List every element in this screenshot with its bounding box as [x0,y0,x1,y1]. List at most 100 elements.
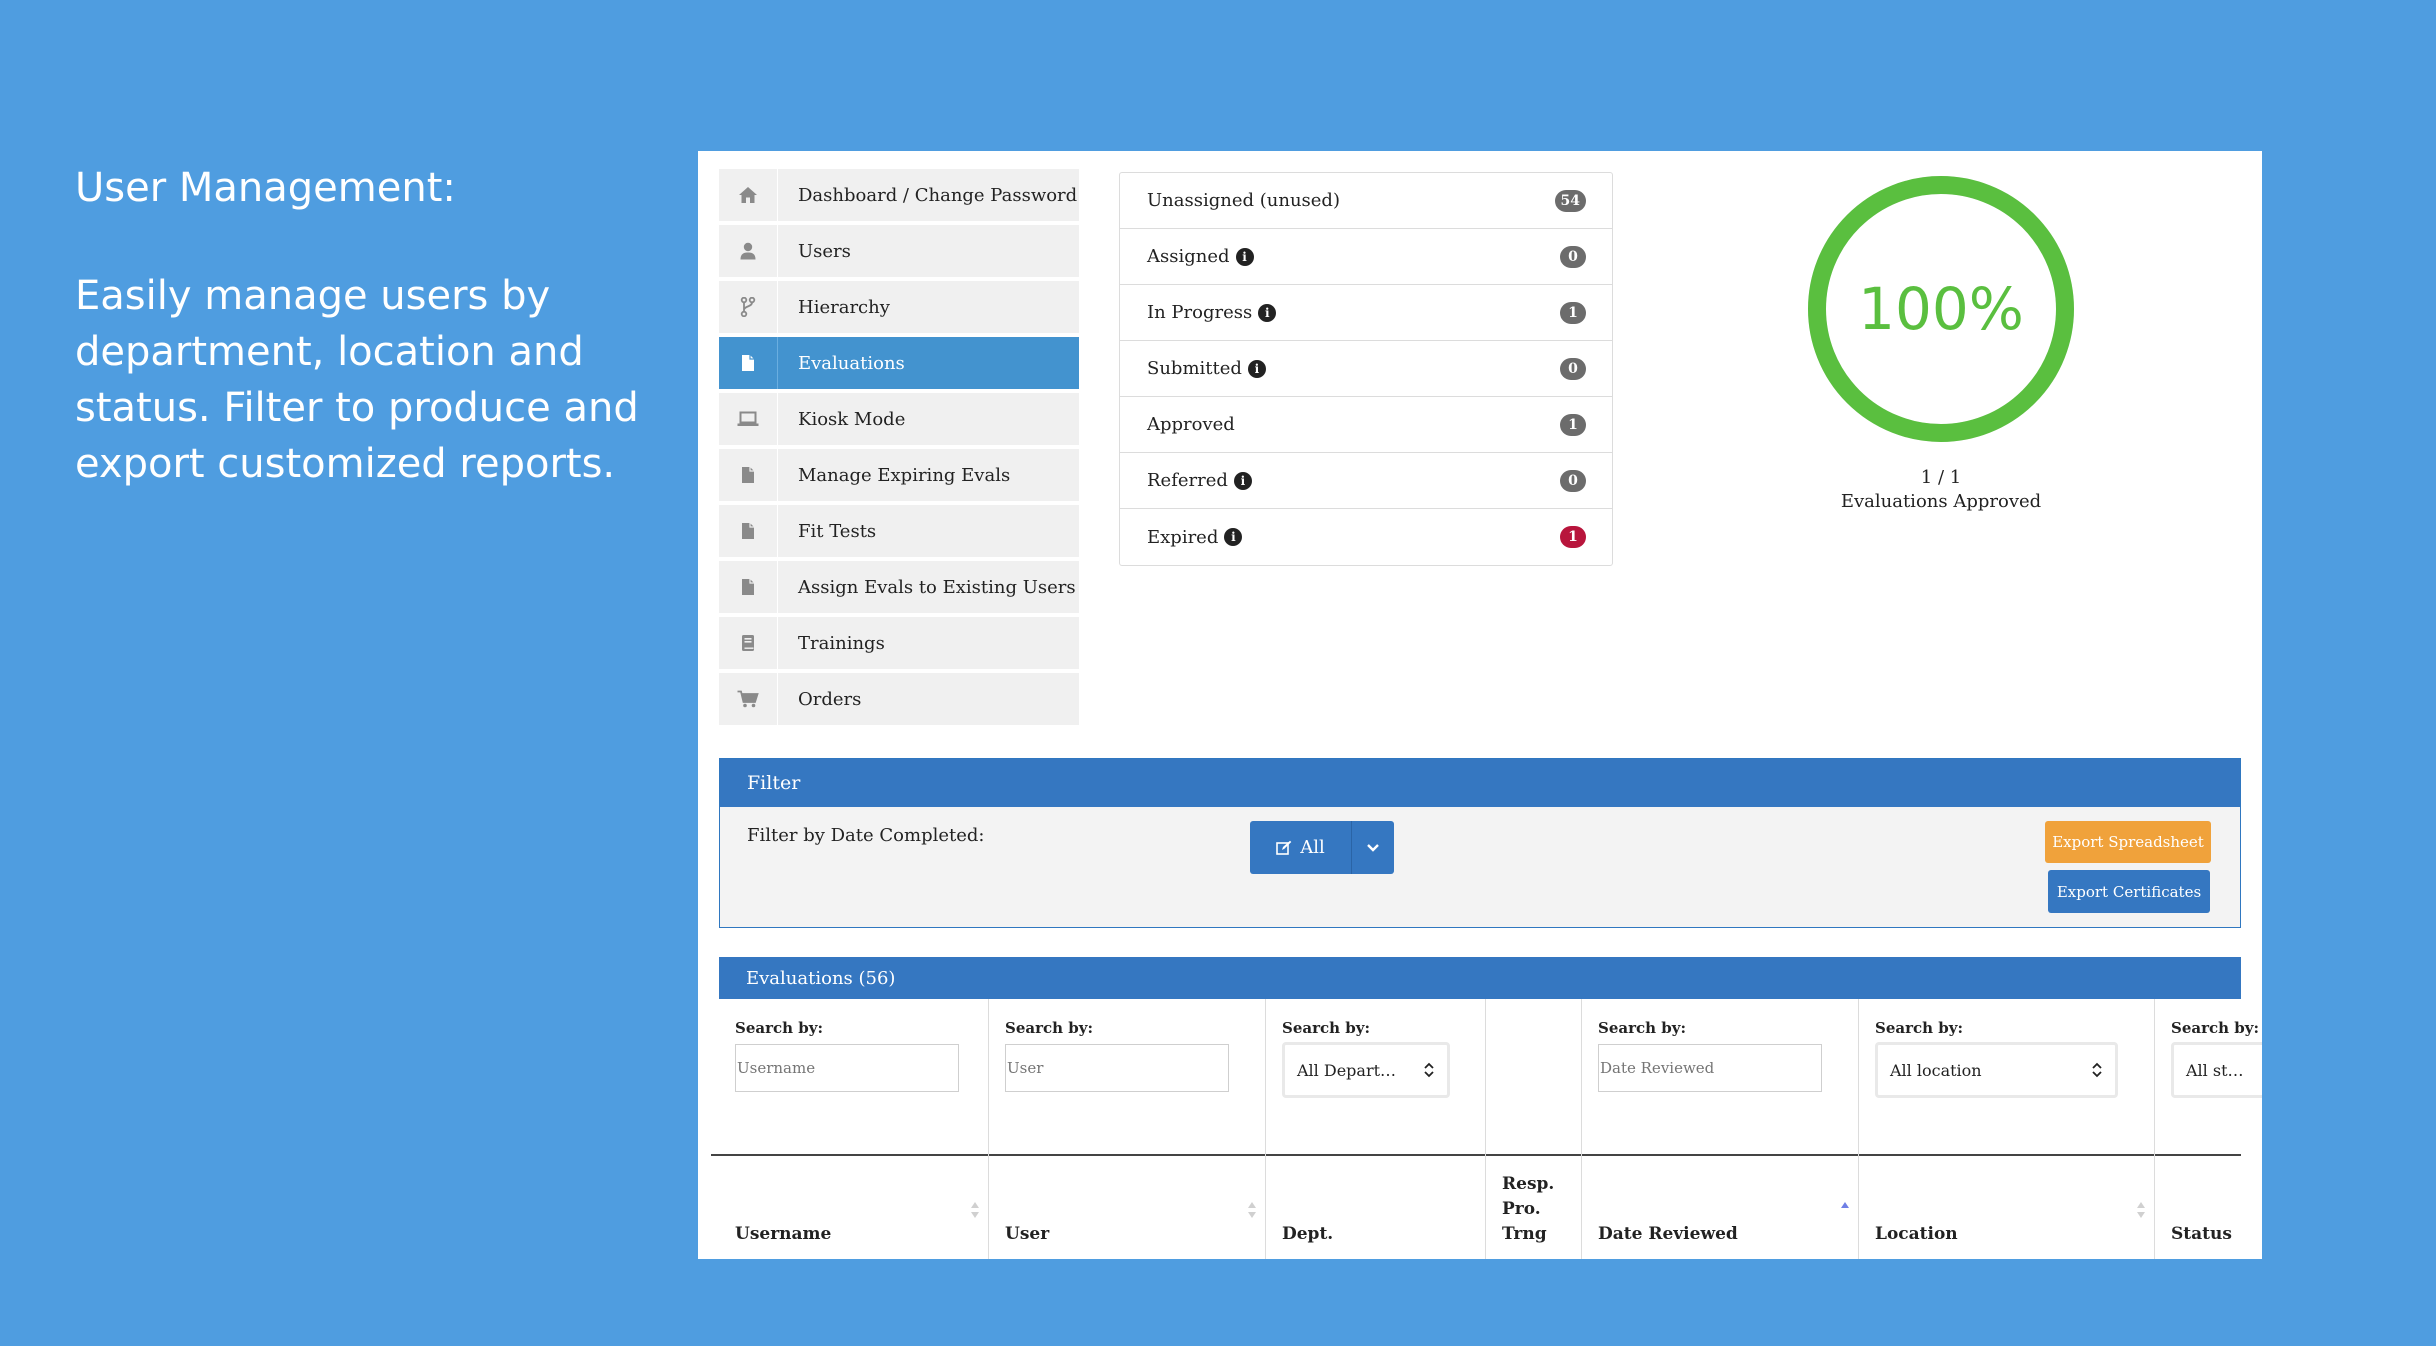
sidebar-item-label: Kiosk Mode [798,408,906,430]
date-filter-toggle[interactable] [1352,821,1394,874]
column-header-username[interactable]: Username [735,1224,832,1244]
search-label: Search by: [735,1019,824,1037]
count-badge: 0 [1560,245,1586,268]
info-icon[interactable]: i [1247,359,1266,378]
sidebar-item-orders[interactable]: Orders [719,673,1079,725]
column-status: Search by: All st… Status [2155,999,2262,1259]
search-label: Search by: [1598,1019,1687,1037]
status-row-approved[interactable]: Approved 1 [1120,397,1612,453]
status-select[interactable]: All st… [2171,1042,2262,1098]
evaluations-table: Evaluations (56) Search by: Username Sea… [711,957,2262,1259]
edit-icon [1276,840,1292,855]
donut-percent: 100% [1858,275,2024,343]
column-username: Search by: Username [711,999,989,1259]
sidebar-item-hierarchy[interactable]: Hierarchy [719,281,1079,333]
date-filter-button[interactable]: All [1250,821,1352,874]
sidebar-item-users[interactable]: Users [719,225,1079,277]
location-select-value: All location [1890,1060,1982,1080]
export-spreadsheet-button[interactable]: Export Spreadsheet [2045,821,2211,863]
status-label: Assigned [1147,246,1230,267]
username-search-input[interactable] [735,1044,959,1092]
column-dept: Search by: All Depart… Dept. [1266,999,1486,1259]
info-icon[interactable]: i [1224,528,1243,546]
user-search-input[interactable] [1005,1044,1229,1092]
column-header-dept[interactable]: Dept. [1282,1224,1334,1244]
column-date-reviewed: Search by: Date Reviewed [1582,999,1859,1259]
sidebar-item-evaluations[interactable]: Evaluations [719,337,1079,389]
donut-ratio: 1 / 1 [1920,467,1962,488]
sidebar-item-trainings[interactable]: Trainings [719,617,1079,669]
location-select[interactable]: All location [1875,1042,2118,1098]
chevron-down-icon [1367,843,1379,852]
sidebar: Dashboard / Change Password Users Hierar… [719,169,1079,729]
evaluations-title: Evaluations (56) [719,957,2241,999]
sort-icon[interactable] [2136,1201,2146,1219]
column-header-user[interactable]: User [1005,1224,1050,1244]
sidebar-item-label: Fit Tests [798,520,877,542]
info-icon[interactable]: i [1258,303,1277,322]
approval-donut-chart [1808,176,2074,442]
count-badge: 0 [1560,357,1586,380]
column-location: Search by: All location Location [1859,999,2155,1259]
filter-body: Filter by Date Completed: All Export Spr… [720,807,2240,927]
sidebar-item-label: Assign Evals to Existing Users [798,576,1076,598]
count-badge: 0 [1560,469,1586,492]
info-icon[interactable]: i [1233,471,1252,490]
sidebar-item-label: Users [798,240,851,262]
status-select-value: All st… [2186,1060,2244,1080]
caption: User Management: Easily manage users by … [75,160,675,492]
sidebar-item-assign-evals[interactable]: Assign Evals to Existing Users [719,561,1079,613]
search-label: Search by: [1875,1019,1964,1037]
sidebar-item-fit-tests[interactable]: Fit Tests [719,505,1079,557]
column-header-resp-pro-trng[interactable]: Resp. Pro. Trng [1502,1174,1555,1244]
sidebar-item-label: Manage Expiring Evals [798,464,1011,486]
status-label: Expired [1147,526,1219,548]
info-icon[interactable]: i [1235,247,1254,266]
status-row-expired[interactable]: Expired i 1 [1120,509,1612,565]
status-row-unassigned[interactable]: Unassigned (unused) 54 [1120,173,1612,229]
column-header-status[interactable]: Status [2171,1224,2232,1244]
app-panel: Dashboard / Change Password Users Hierar… [698,151,2262,1259]
laptop-icon [719,393,778,445]
sidebar-item-manage-expiring-evals[interactable]: Manage Expiring Evals [719,449,1079,501]
dept-select[interactable]: All Depart… [1282,1042,1450,1098]
sidebar-item-label: Dashboard / Change Password [798,184,1078,206]
status-row-submitted[interactable]: Submitted i 0 [1120,341,1612,397]
dept-select-value: All Depart… [1297,1060,1397,1080]
header-divider [711,1154,2241,1156]
status-row-assigned[interactable]: Assigned i 0 [1120,229,1612,285]
chevron-updown-icon [1424,1062,1434,1078]
status-row-in-progress[interactable]: In Progress i 1 [1120,285,1612,341]
user-icon [719,225,778,277]
caption-heading: User Management: [75,165,456,211]
column-header-date-reviewed[interactable]: Date Reviewed [1598,1224,1738,1244]
status-label: Unassigned (unused) [1147,190,1340,211]
branch-icon [719,281,778,333]
document-icon [719,505,778,557]
column-header-location[interactable]: Location [1875,1224,1958,1244]
sidebar-item-dashboard[interactable]: Dashboard / Change Password [719,169,1079,221]
document-icon [719,337,778,389]
count-badge: 54 [1554,189,1586,212]
table-columns: Search by: Username Search by: User Sear… [711,999,2262,1259]
status-row-referred[interactable]: Referred i 0 [1120,453,1612,509]
sort-icon[interactable] [1247,1201,1257,1219]
search-label: Search by: [2171,1019,2260,1037]
date-reviewed-search-input[interactable] [1598,1044,1822,1092]
status-label: In Progress [1147,302,1253,323]
search-label: Search by: [1005,1019,1094,1037]
sidebar-item-label: Hierarchy [798,296,890,318]
date-filter-dropdown: All [1250,821,1394,874]
count-badge: 1 [1560,526,1586,548]
filter-panel: Filter Filter by Date Completed: All Exp… [719,758,2241,928]
sort-icon[interactable] [970,1201,980,1219]
date-filter-value: All [1300,837,1325,858]
sidebar-item-label: Evaluations [798,352,905,374]
caption-body: Easily manage users by department, locat… [75,273,639,487]
sidebar-item-kiosk-mode[interactable]: Kiosk Mode [719,393,1079,445]
filter-title: Filter [720,759,2240,807]
search-label: Search by: [1282,1019,1371,1037]
sort-ascending-icon[interactable] [1840,1201,1850,1219]
cart-icon [719,673,778,725]
export-certificates-button[interactable]: Export Certificates [2048,870,2210,913]
